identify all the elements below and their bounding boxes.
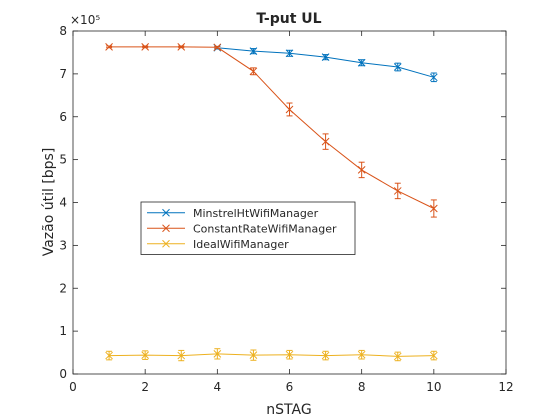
data-point: [357, 166, 366, 174]
x-tick-label: 0: [69, 380, 77, 394]
data-point: [429, 73, 438, 82]
data-point: [321, 351, 330, 360]
y-axis-label: Vazão útil [bps]: [41, 148, 57, 257]
data-point: [321, 137, 330, 146]
y-exponent-label: ×10⁵: [70, 13, 100, 27]
legend-label: ConstantRateWifiManager: [193, 222, 337, 235]
data-point: [141, 351, 150, 359]
y-tick-label: 0: [59, 367, 67, 381]
data-point: [321, 53, 330, 62]
data-point: [177, 351, 186, 360]
chart-title: T-put UL: [256, 11, 321, 27]
legend-label: MinstrelHtWifiManager: [193, 207, 319, 220]
series-2: [105, 348, 438, 362]
data-point: [429, 204, 438, 213]
series-line: [217, 47, 434, 78]
data-point: [177, 43, 186, 51]
data-point: [429, 351, 438, 360]
y-tick-label: 6: [59, 110, 67, 124]
x-tick-label: 8: [358, 380, 366, 394]
x-axis-label: nSTAG: [266, 402, 311, 418]
x-tick-label: 12: [498, 380, 513, 394]
data-point: [141, 43, 150, 51]
y-tick-label: 4: [59, 196, 67, 210]
legend-marker: [162, 224, 170, 233]
x-tick-label: 4: [214, 380, 222, 394]
data-point: [393, 352, 402, 361]
data-point: [249, 47, 258, 56]
data-point: [249, 351, 258, 359]
data-point: [393, 63, 402, 71]
y-tick-label: 8: [59, 24, 67, 38]
y-tick-label: 3: [59, 238, 67, 252]
series-0: [213, 43, 438, 83]
y-tick-label: 1: [59, 324, 67, 338]
y-tick-label: 2: [59, 281, 67, 295]
legend-marker: [162, 208, 170, 217]
data-point: [357, 350, 366, 359]
data-point: [393, 187, 402, 195]
data-point: [213, 43, 222, 52]
y-tick-label: 5: [59, 153, 67, 167]
legend-label: IdealWifiManager: [193, 238, 289, 251]
data-point: [105, 351, 113, 360]
data-point: [105, 43, 113, 51]
y-tick-label: 7: [59, 67, 67, 81]
series-line: [109, 353, 434, 357]
data-point: [213, 349, 222, 358]
data-point: [357, 58, 366, 67]
data-point: [285, 49, 294, 58]
legend-marker: [162, 239, 170, 248]
data-point: [285, 350, 294, 359]
x-tick-label: 10: [426, 380, 441, 394]
data-point: [285, 105, 294, 114]
series-line: [109, 46, 435, 209]
x-tick-label: 6: [286, 380, 294, 394]
x-tick-label: 2: [141, 380, 149, 394]
legend: MinstrelHtWifiManager ConstantRateWifiMan…: [140, 201, 356, 255]
data-point: [249, 67, 258, 76]
series-1: [105, 43, 438, 218]
